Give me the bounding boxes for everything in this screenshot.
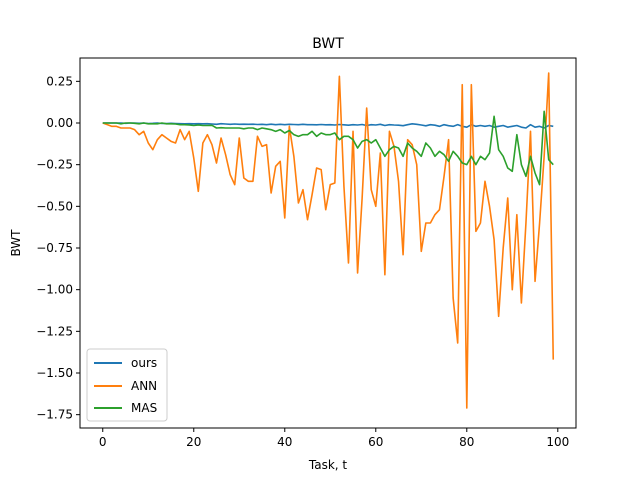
legend-label-ann: ANN	[131, 379, 157, 393]
legend: ours ANN MAS	[86, 348, 168, 422]
x-axis-title: Task, t	[308, 458, 348, 472]
x-tick-label: 20	[186, 435, 201, 449]
x-tick-label: 40	[277, 435, 292, 449]
y-tick-label: −1.75	[36, 408, 73, 422]
legend-box	[86, 348, 168, 422]
y-tick-label: 0.00	[46, 116, 73, 130]
series-layer	[102, 72, 555, 409]
x-tick-label: 100	[546, 435, 569, 449]
y-tick-label: −0.50	[36, 199, 73, 213]
plot-frame	[79, 57, 577, 429]
y-axis-title: BWT	[9, 229, 23, 257]
series-line-mas	[102, 110, 554, 186]
series-line-ann	[102, 72, 555, 409]
y-tick-label: −0.75	[36, 241, 73, 255]
y-tick-label: −0.25	[36, 158, 73, 172]
legend-label-ours: ours	[131, 356, 157, 370]
legend-label-mas: MAS	[131, 401, 157, 415]
chart-title: BWT	[312, 36, 344, 52]
x-tick-label: 80	[459, 435, 474, 449]
y-tick-label: −1.50	[36, 366, 73, 380]
x-tick-label: 60	[368, 435, 383, 449]
x-axis: 0 20 40 60 80 100	[99, 428, 569, 449]
y-tick-label: 0.25	[46, 74, 73, 88]
y-tick-label: −1.25	[36, 324, 73, 338]
x-tick-label: 0	[99, 435, 107, 449]
y-axis: 0.25 0.00 −0.25 −0.50 −0.75 −1.00 −1.25 −1.50 −1…	[36, 74, 80, 422]
y-tick-label: −1.00	[36, 283, 73, 297]
